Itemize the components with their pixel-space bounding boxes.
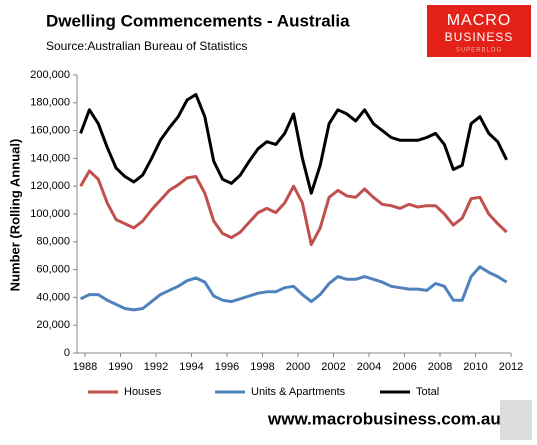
y-tick-label: 100,000 [30,208,70,220]
y-tick-label: 180,000 [30,97,70,109]
y-tick-label: 0 [64,347,70,359]
y-tick-label: 80,000 [36,236,70,248]
x-tick-label: 2012 [499,361,523,373]
y-axis-label: Number (Rolling Annual) [7,139,22,292]
x-tick-label: 2010 [463,361,487,373]
x-tick-label: 1998 [250,361,274,373]
x-tick-label: 1996 [215,361,239,373]
logo-box [427,5,531,57]
y-tick-label: 20,000 [36,319,70,331]
x-tick-label: 1988 [73,361,97,373]
y-tick-label: 160,000 [30,125,70,137]
x-tick-label: 1990 [108,361,132,373]
logo-text: MACRO [447,12,512,29]
series-line [79,169,508,247]
logo-text: BUSINESS [445,30,514,44]
logo-text: SUPERBLOG [456,48,502,54]
chart-title: Dwelling Commencements - Australia [46,11,350,30]
legend-label: Units & Apartments [251,386,346,398]
x-tick-label: 2006 [392,361,416,373]
y-tick-label: 200,000 [30,69,70,81]
x-tick-label: 2004 [357,361,381,373]
legend-label: Houses [124,386,162,398]
footer-url: www.macrobusiness.com.au [267,409,501,428]
series-line [79,265,508,312]
x-tick-label: 1994 [179,361,203,373]
x-tick-label: 2002 [321,361,345,373]
y-tick-label: 120,000 [30,180,70,192]
y-tick-label: 40,000 [36,291,70,303]
series-line [79,93,508,195]
y-tick-label: 140,000 [30,152,70,164]
logo-image [500,400,532,440]
x-tick-label: 1992 [144,361,168,373]
y-tick-label: 60,000 [36,264,70,276]
legend-label: Total [416,386,439,398]
x-tick-label: 2008 [428,361,452,373]
chart-subtitle: Source:Australian Bureau of Statistics [46,39,247,53]
x-tick-label: 2000 [286,361,310,373]
